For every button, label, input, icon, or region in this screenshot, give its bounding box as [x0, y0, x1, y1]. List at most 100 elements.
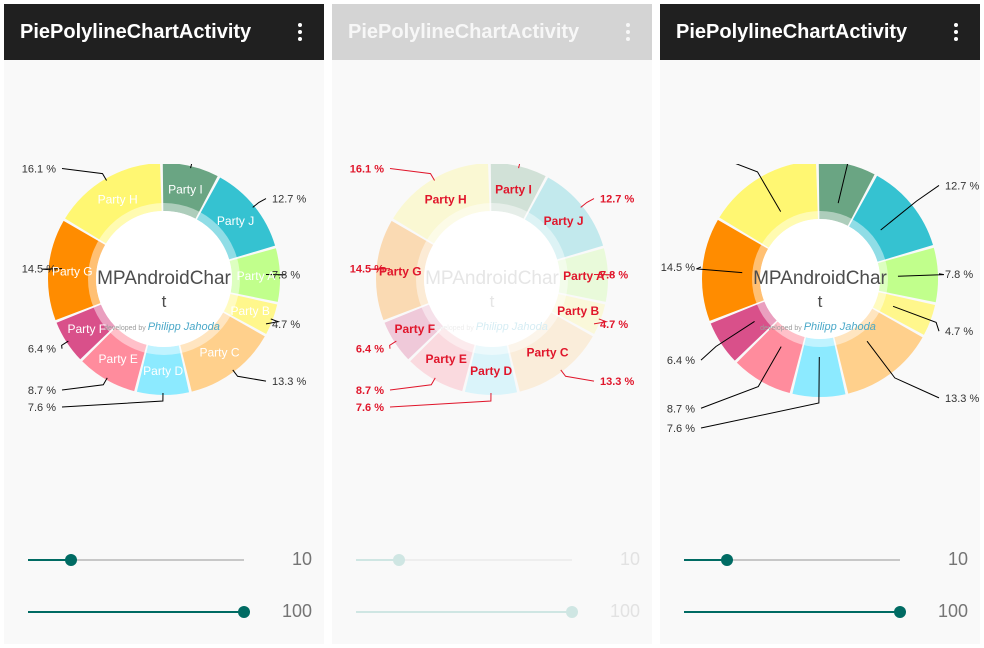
value-line: [892, 305, 940, 332]
slice-label: Party J: [544, 214, 584, 228]
pie-slice[interactable]: [710, 301, 777, 361]
value-label: 13.3 %: [600, 376, 634, 388]
center-text: MPAndroidChar: [425, 268, 559, 289]
pie-slice[interactable]: [223, 293, 278, 334]
pie-slice[interactable]: [834, 308, 923, 394]
value-line: [190, 164, 193, 169]
value-label: 7.6 %: [28, 402, 56, 414]
pie-slice[interactable]: [384, 304, 443, 360]
value-line: [518, 164, 521, 169]
pie-slice[interactable]: [818, 164, 875, 226]
pie-slice[interactable]: [180, 312, 265, 392]
pie-slice[interactable]: [196, 177, 276, 260]
app-bar: PiePolylineChartActivity: [332, 4, 652, 60]
value-line: [389, 377, 436, 391]
pie-slice[interactable]: [47, 220, 106, 321]
screen-right: PiePolylineChartActivity MPAndroidChar t d…: [660, 4, 980, 644]
value-label: 4.7 %: [600, 319, 628, 331]
y-slider-thumb[interactable]: [566, 606, 578, 618]
x-slider-thumb[interactable]: [65, 554, 78, 566]
value-label: 4.7 %: [945, 326, 973, 338]
slice-label: Party G: [52, 265, 93, 279]
value-label: 8.7 %: [356, 385, 384, 397]
app-bar: PiePolylineChartActivity: [4, 4, 324, 60]
value-label: 6.4 %: [28, 344, 56, 356]
x-slider-thumb[interactable]: [721, 554, 734, 566]
value-line: [897, 273, 945, 277]
pie-slice[interactable]: [557, 248, 608, 302]
y-slider-thumb[interactable]: [894, 606, 906, 618]
pie-slice[interactable]: [410, 327, 475, 392]
x-slider-value: 10: [291, 549, 312, 569]
value-line: [42, 268, 63, 271]
slice-label: Party H: [425, 193, 467, 207]
pie-slice[interactable]: [524, 177, 604, 260]
x-slider[interactable]: [28, 552, 244, 568]
pie-slice[interactable]: [490, 164, 546, 219]
pie-slice[interactable]: [464, 345, 518, 395]
x-slider[interactable]: [684, 552, 900, 568]
pie-slice[interactable]: [508, 312, 593, 392]
center-text: t: [162, 292, 167, 311]
pie-slice[interactable]: [162, 164, 218, 219]
pie-slice[interactable]: [229, 248, 280, 302]
value-line: [560, 369, 595, 382]
pie-slice[interactable]: [376, 220, 434, 321]
value-line: [837, 164, 849, 204]
pie-slice[interactable]: [736, 321, 805, 394]
app-bar: PiePolylineChartActivity: [660, 4, 980, 60]
y-slider-value: 100: [281, 601, 312, 621]
overflow-menu-icon[interactable]: [616, 18, 640, 46]
value-label: 7.6 %: [356, 402, 384, 414]
pie-slice[interactable]: [65, 164, 162, 244]
center-text: MPAndroidChar: [753, 268, 887, 289]
pie-slice[interactable]: [877, 247, 938, 303]
slice-label: Party E: [99, 352, 138, 366]
slice-label: Party D: [470, 364, 512, 378]
value-label: 7.6 %: [667, 423, 695, 434]
pie-slice[interactable]: [136, 345, 190, 395]
value-line: [735, 164, 782, 212]
pie-slice[interactable]: [82, 327, 147, 392]
slice-label: Party H: [98, 193, 138, 207]
pie-slice[interactable]: [702, 219, 769, 321]
y-slider[interactable]: [28, 604, 250, 620]
center-text: t: [818, 292, 823, 311]
y-slider-value: 100: [937, 601, 968, 621]
pie-chart[interactable]: MPAndroidChar t developed by Philipp Jahod…: [4, 164, 324, 434]
overflow-menu-icon[interactable]: [944, 18, 968, 46]
pie-slice[interactable]: [849, 175, 934, 262]
value-label: 7.8 %: [600, 270, 628, 282]
pie-slice[interactable]: [393, 164, 490, 244]
value-line: [593, 318, 609, 325]
value-line: [252, 198, 267, 208]
x-slider-thumb[interactable]: [393, 554, 406, 566]
x-slider-value: 10: [619, 549, 640, 569]
slice-label: Party G: [379, 265, 422, 279]
x-slider[interactable]: [356, 552, 572, 568]
slice-label: Party E: [426, 352, 467, 366]
slice-label: Party A: [563, 269, 605, 283]
y-slider[interactable]: [684, 604, 906, 620]
value-label: 16.1 %: [22, 164, 56, 175]
pie-slice[interactable]: [719, 164, 818, 248]
pie-chart[interactable]: MPAndroidChar t developed by Philipp Jahod…: [332, 164, 652, 434]
pie-slice[interactable]: [56, 304, 115, 360]
value-label: 12.7 %: [272, 194, 306, 206]
value-label: 8.7 %: [28, 385, 56, 397]
value-line: [61, 392, 164, 408]
value-label: 14.5 %: [350, 264, 384, 276]
slice-label: Party I: [495, 183, 532, 197]
pie-chart[interactable]: MPAndroidChar t developed by Philipp Jahod…: [660, 164, 980, 434]
value-line: [370, 268, 391, 271]
y-slider-thumb[interactable]: [238, 606, 250, 618]
value-line: [265, 318, 281, 325]
pie-slice[interactable]: [551, 293, 606, 334]
pie-slice[interactable]: [872, 292, 936, 335]
developer-credit: developed by Philipp Jahoda: [432, 321, 548, 333]
overflow-menu-icon[interactable]: [288, 18, 312, 46]
value-line: [866, 340, 940, 399]
y-slider[interactable]: [356, 604, 578, 620]
slice-label: Party C: [199, 345, 239, 359]
value-line: [61, 167, 107, 181]
